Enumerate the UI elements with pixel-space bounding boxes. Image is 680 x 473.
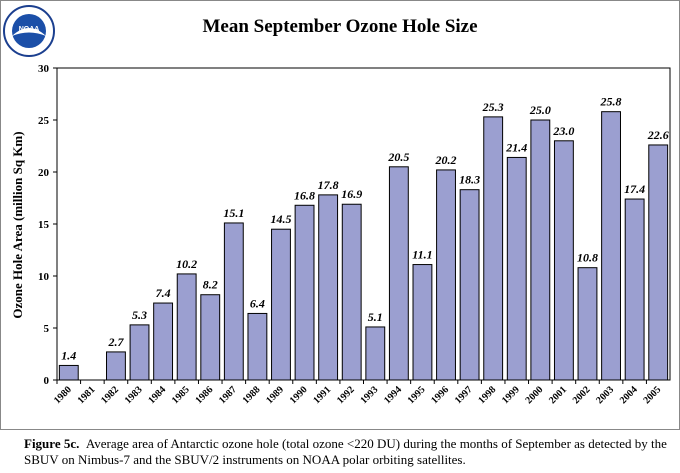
plot-area: 0 5 10 15 20 25 30 1.4 1980 1981 2.7 1982 5.3 1983 7.4… — [38, 63, 671, 406]
bar — [412, 264, 433, 381]
bar — [601, 111, 621, 381]
x-tick-label: 2000 — [524, 384, 546, 406]
data-label: 17.4 — [624, 182, 645, 196]
x-tick-label: 1985 — [170, 384, 192, 406]
x-tick-label: 2003 — [594, 384, 616, 406]
y-axis-label: Ozone Hole Area (million Sq Km) — [10, 131, 25, 318]
y-tick-label: 5 — [44, 323, 50, 335]
bar — [58, 364, 79, 381]
x-tick-label: 1990 — [288, 384, 310, 406]
x-tick-label: 1982 — [99, 384, 121, 406]
x-tick-label: 1998 — [476, 384, 498, 406]
x-tick-label: 2004 — [618, 384, 640, 406]
data-label: 22.6 — [647, 128, 669, 142]
data-label: 8.2 — [203, 278, 218, 292]
x-tick-label: 1997 — [453, 384, 475, 406]
bar — [577, 267, 598, 381]
bar — [530, 119, 551, 381]
bar — [436, 169, 456, 381]
bar — [648, 144, 669, 381]
bar — [176, 273, 197, 381]
bar — [223, 222, 244, 381]
data-label: 15.1 — [223, 206, 244, 220]
y-tick-label: 25 — [38, 115, 50, 127]
data-label: 2.7 — [107, 335, 124, 349]
bar — [271, 228, 291, 381]
x-tick-label: 1992 — [335, 384, 357, 406]
data-label: 5.1 — [368, 310, 383, 324]
x-tick-label: 1999 — [500, 384, 522, 406]
data-label: 21.4 — [505, 140, 527, 154]
figure-caption-label: Figure 5c. — [24, 436, 80, 451]
y-tick-label: 0 — [44, 375, 50, 387]
y-tick-label: 30 — [38, 63, 50, 75]
noaa-logo: NOAA — [3, 5, 55, 57]
noaa-logo-text: NOAA — [19, 26, 40, 33]
x-tick-label: 1993 — [358, 384, 380, 406]
x-tick-label: 1994 — [382, 384, 404, 406]
data-label: 16.9 — [341, 187, 362, 201]
data-label: 10.8 — [577, 251, 598, 265]
bar — [153, 302, 174, 381]
bar — [318, 194, 339, 381]
bar — [459, 189, 480, 381]
data-label: 20.5 — [387, 150, 409, 164]
x-tick-label: 2002 — [571, 384, 593, 406]
bar — [129, 324, 150, 381]
data-label: 20.2 — [435, 153, 457, 167]
bar — [388, 166, 409, 381]
bar — [553, 140, 574, 381]
x-tick-label: 1988 — [241, 384, 263, 406]
y-tick-label: 10 — [38, 271, 50, 283]
chart-title: Mean September Ozone Hole Size — [202, 16, 477, 37]
x-tick-label: 1996 — [429, 384, 451, 406]
bar — [506, 156, 527, 381]
data-label: 5.3 — [132, 308, 147, 322]
data-label: 14.5 — [270, 212, 291, 226]
data-label: 17.8 — [318, 178, 339, 192]
bar — [200, 294, 221, 381]
x-tick-label: 1981 — [76, 384, 98, 406]
data-label: 1.4 — [61, 348, 76, 362]
x-tick-label: 1983 — [123, 384, 145, 406]
x-tick-label: 1986 — [193, 384, 215, 406]
figure-caption-text: Average area of Antarctic ozone hole (to… — [24, 436, 667, 467]
x-tick-label: 1989 — [264, 384, 286, 406]
x-tick-label: 2001 — [547, 384, 569, 406]
x-tick-label: 1995 — [406, 384, 428, 406]
bar — [294, 204, 315, 381]
data-label: 18.3 — [459, 173, 480, 187]
x-tick-label: 1980 — [52, 384, 74, 406]
bar — [341, 203, 362, 381]
data-label: 23.0 — [552, 124, 574, 138]
x-tick-label: 1991 — [311, 384, 333, 406]
bar — [483, 116, 504, 381]
data-label: 25.0 — [529, 103, 551, 117]
y-tick-label: 15 — [38, 219, 50, 231]
data-label: 25.3 — [482, 100, 504, 114]
x-tick-label: 2005 — [641, 384, 663, 406]
bar — [106, 351, 126, 381]
data-label: 11.1 — [412, 248, 432, 262]
bar — [624, 198, 645, 381]
bar — [247, 312, 268, 381]
figure-caption: Figure 5c. Average area of Antarctic ozo… — [24, 436, 674, 468]
x-tick-label: 1984 — [146, 384, 168, 406]
data-label: 7.4 — [156, 286, 171, 300]
y-tick-label: 20 — [38, 167, 50, 179]
data-label: 16.8 — [294, 188, 315, 202]
bar — [365, 326, 386, 381]
data-label: 25.8 — [600, 95, 622, 109]
chart: NOAA Mean September Ozone Hole Size Ozon… — [3, 5, 671, 406]
x-tick-label: 1987 — [217, 384, 239, 406]
data-label: 10.2 — [176, 257, 197, 271]
data-label: 6.4 — [250, 296, 265, 310]
